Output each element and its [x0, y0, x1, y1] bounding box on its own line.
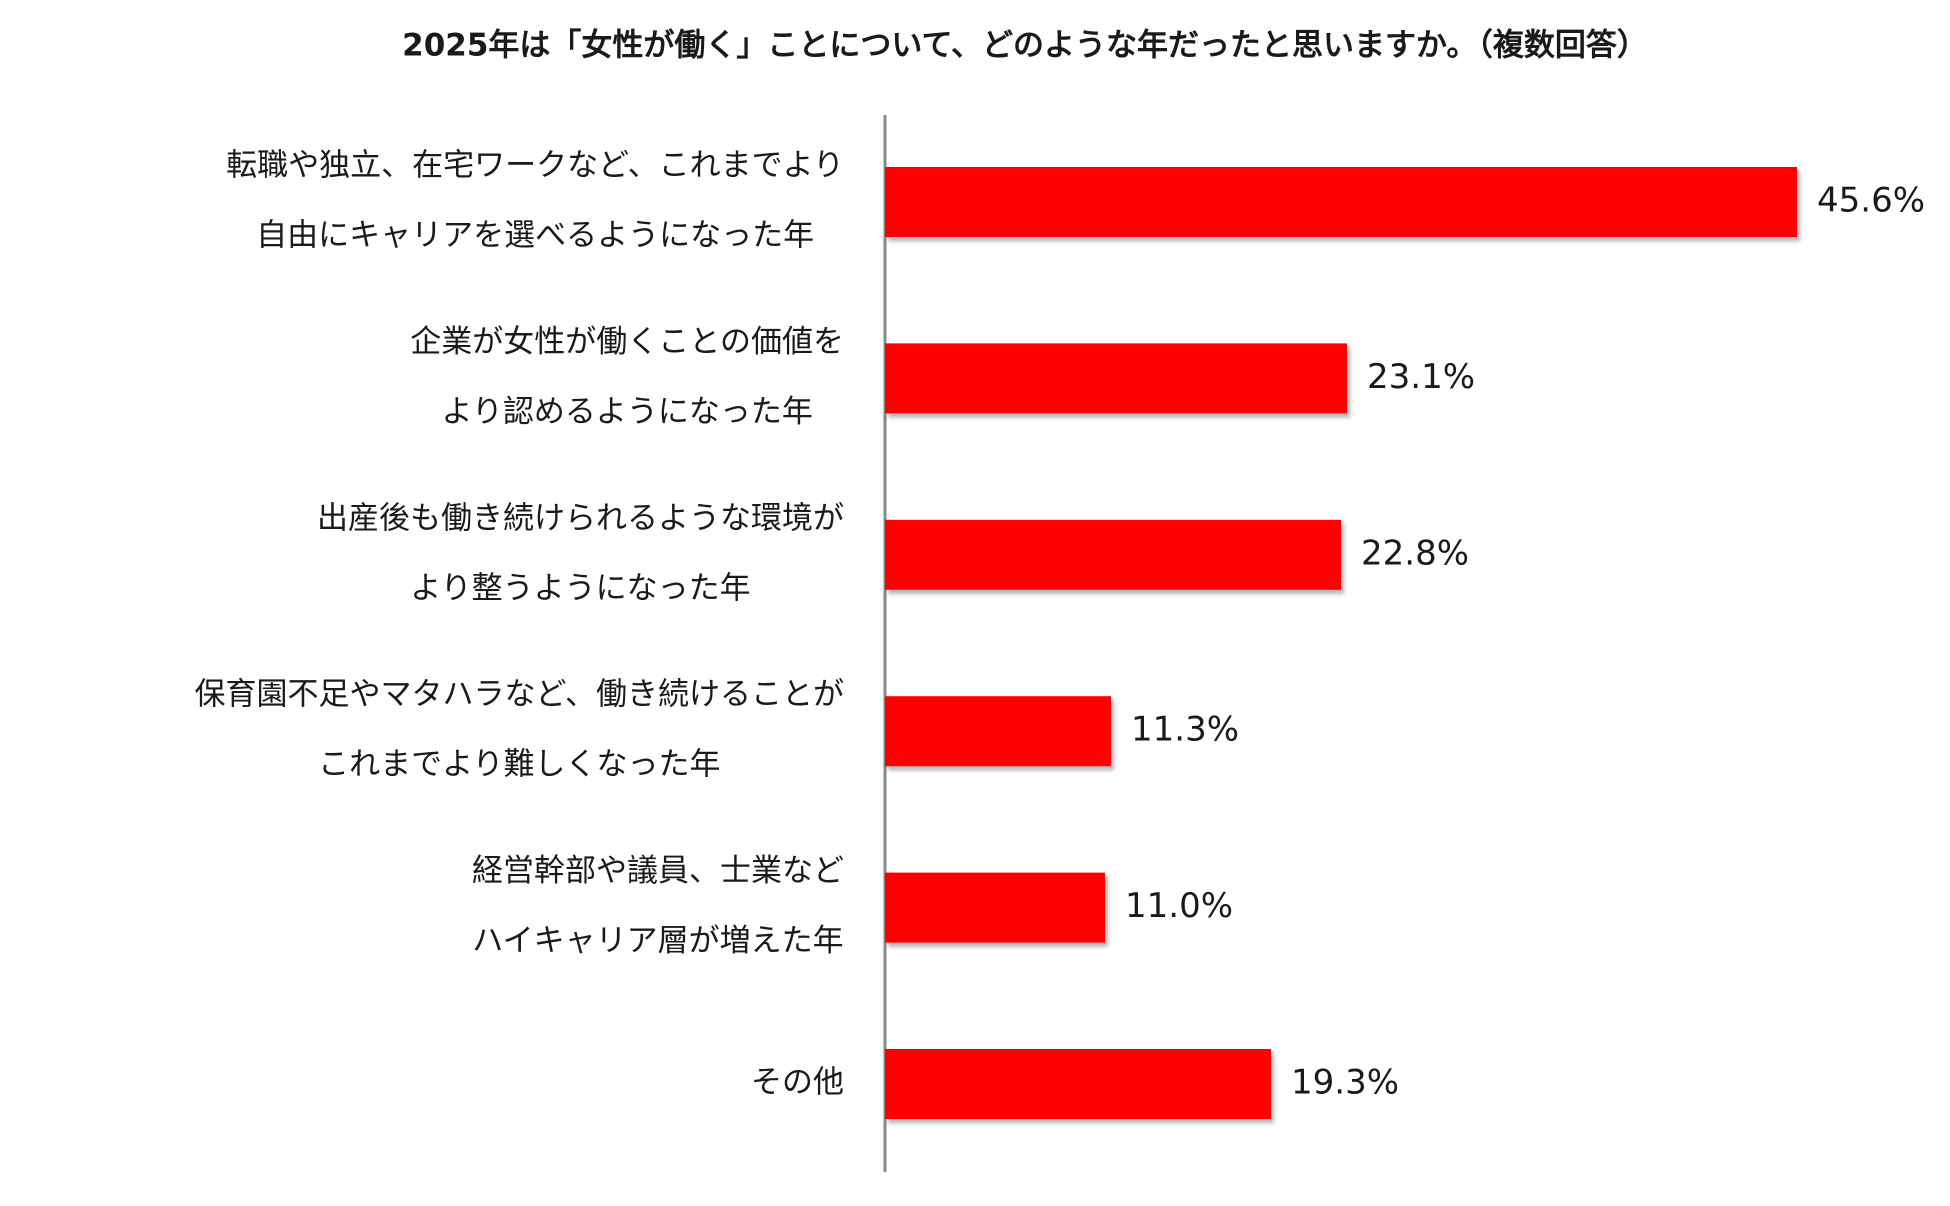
category-label: その他 [751, 1065, 844, 1101]
value-label: 19.3% [1291, 1063, 1399, 1103]
category-label: より整うようになった年 [410, 570, 750, 606]
category-label: 出産後も働き続けられるような環境が [317, 500, 844, 536]
category-label: より認めるようになった年 [441, 394, 812, 430]
bar [885, 343, 1347, 414]
bar [885, 872, 1105, 943]
bar [885, 1049, 1271, 1119]
category-label: 保育園不足やマタハラなど、働き続けることが [195, 677, 844, 713]
value-label: 22.8% [1361, 533, 1469, 573]
value-label: 45.6% [1817, 181, 1925, 221]
chart-title: 2025年は「女性が働く」ことについて、どのような年だったと思いますか。（複数回… [402, 28, 1648, 64]
category-label: 自由にキャリアを選べるようになった年 [256, 218, 814, 254]
bar [885, 696, 1111, 767]
category-label: これまでより難しくなった年 [318, 747, 720, 783]
category-label: 企業が女性が働くことの価値を [410, 324, 844, 360]
value-label: 23.1% [1367, 357, 1475, 397]
category-label: 経営幹部や議員、士業など [472, 853, 844, 889]
category-label: 転職や独立、在宅ワークなど、これまでより [226, 148, 844, 184]
bar [885, 167, 1797, 237]
bar [885, 519, 1341, 590]
value-label: 11.3% [1131, 710, 1239, 750]
value-label: 11.0% [1125, 886, 1233, 926]
category-label: ハイキャリア層が増えた年 [472, 923, 843, 959]
